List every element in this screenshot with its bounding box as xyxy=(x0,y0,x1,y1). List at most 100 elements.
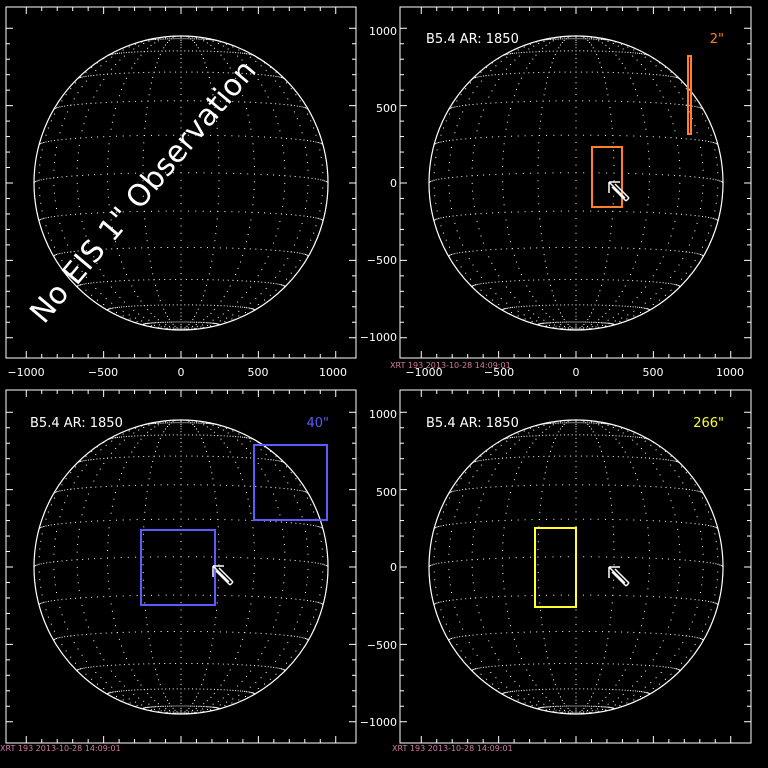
grid-dot xyxy=(681,137,682,139)
grid-dot xyxy=(570,663,572,664)
grid-dot xyxy=(449,246,450,248)
grid-dot xyxy=(708,216,710,218)
grid-dot xyxy=(553,134,555,136)
grid-dot xyxy=(260,449,262,451)
grid-dot xyxy=(714,526,716,528)
grid-dot xyxy=(145,609,146,611)
grid-dot xyxy=(434,527,436,529)
grid-dot xyxy=(61,215,63,217)
grid-dot xyxy=(508,557,510,559)
grid-dot xyxy=(134,484,136,486)
grid-dot xyxy=(100,689,102,691)
grid-dot xyxy=(537,180,539,182)
grid-dot xyxy=(575,38,577,40)
grid-dot xyxy=(630,52,632,54)
grid-dot xyxy=(537,157,539,159)
grid-dot xyxy=(624,285,626,287)
grid-dot xyxy=(701,107,703,109)
grid-dot xyxy=(38,556,40,558)
grid-dot xyxy=(553,663,555,665)
grid-dot xyxy=(579,327,581,329)
grid-dot xyxy=(601,66,602,68)
grid-dot xyxy=(611,120,612,122)
grid-dot xyxy=(146,107,148,109)
grid-dot xyxy=(178,321,180,323)
grid-dot xyxy=(608,434,610,436)
grid-dot xyxy=(506,505,508,507)
grid-dot xyxy=(613,180,615,182)
grid-dot xyxy=(148,254,150,256)
grid-dot xyxy=(277,507,279,509)
grid-dot xyxy=(670,137,672,139)
grid-dot xyxy=(232,314,234,316)
grid-dot xyxy=(34,181,36,183)
grid-dot xyxy=(444,177,446,179)
grid-dot xyxy=(449,154,451,156)
grid-dot xyxy=(123,436,125,438)
grid-dot xyxy=(77,160,79,161)
grid-dot xyxy=(621,317,623,319)
grid-dot xyxy=(70,656,72,658)
grid-dot xyxy=(57,253,59,255)
grid-dot xyxy=(253,534,255,536)
grid-dot xyxy=(498,136,500,138)
grid-dot xyxy=(88,174,89,176)
grid-dot xyxy=(462,111,464,113)
grid-dot xyxy=(307,492,309,494)
grid-dot xyxy=(180,260,182,262)
grid-dot xyxy=(128,72,130,74)
grid-dot xyxy=(169,35,171,37)
grid-dot xyxy=(250,128,252,130)
grid-dot xyxy=(473,144,475,146)
grid-dot xyxy=(434,164,436,166)
grid-dot xyxy=(536,41,538,43)
grid-dot xyxy=(133,279,135,281)
grid-dot xyxy=(640,50,641,52)
grid-dot xyxy=(199,50,201,52)
grid-dot xyxy=(560,556,562,558)
grid-dot xyxy=(551,674,553,676)
grid-dot xyxy=(627,485,629,487)
grid-dot xyxy=(77,669,79,671)
grid-dot xyxy=(212,71,214,73)
grid-dot xyxy=(503,527,505,529)
grid-dot xyxy=(247,53,249,55)
grid-dot xyxy=(305,208,306,209)
grid-dot xyxy=(529,317,531,319)
grid-dot xyxy=(537,164,539,166)
grid-dot xyxy=(201,300,203,302)
grid-dot xyxy=(264,446,265,448)
grid-dot xyxy=(678,104,680,105)
grid-dot xyxy=(555,484,557,486)
grid-dot xyxy=(587,50,588,52)
grid-dot xyxy=(436,210,438,212)
grid-dot xyxy=(319,602,321,604)
grid-dot xyxy=(211,472,213,474)
grid-dot xyxy=(203,40,205,42)
grid-dot xyxy=(567,327,569,329)
grid-dot xyxy=(264,646,266,648)
grid-dot xyxy=(505,286,507,288)
grid-dot xyxy=(605,50,607,52)
grid-dot xyxy=(538,594,540,596)
grid-dot xyxy=(159,705,161,707)
grid-dot xyxy=(134,290,136,292)
grid-dot xyxy=(517,433,519,435)
grid-dot xyxy=(598,327,600,329)
grid-dot xyxy=(180,657,182,658)
grid-dot xyxy=(575,82,577,84)
grid-dot xyxy=(214,322,216,324)
grid-dot xyxy=(694,252,696,254)
grid-dot xyxy=(105,60,107,62)
grid-dot xyxy=(213,39,215,41)
grid-dot xyxy=(146,491,148,493)
grid-dot xyxy=(131,285,133,287)
grid-dot xyxy=(678,488,680,489)
grid-dot xyxy=(429,565,431,567)
grid-dot xyxy=(579,705,581,707)
grid-dot xyxy=(475,460,477,462)
grid-dot xyxy=(558,308,560,310)
grid-dot xyxy=(223,295,225,297)
grid-dot xyxy=(223,305,225,307)
grid-dot xyxy=(717,603,719,605)
